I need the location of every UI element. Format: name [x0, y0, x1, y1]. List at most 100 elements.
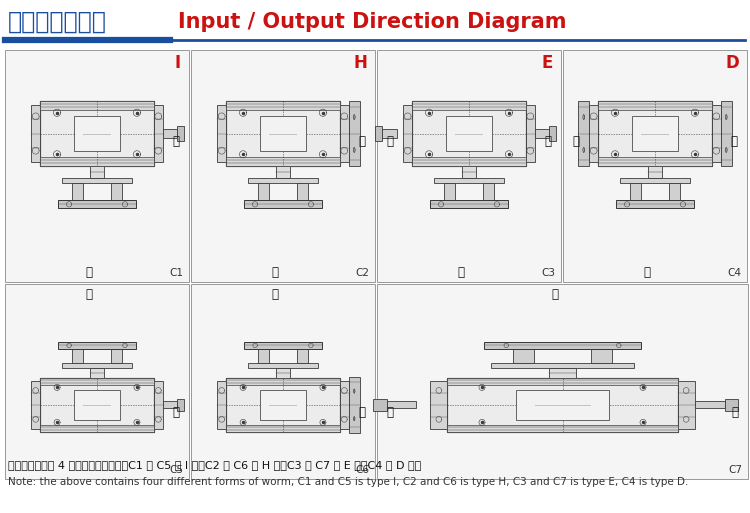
Bar: [40, 425, 154, 432]
Bar: [632, 115, 678, 151]
Bar: [563, 50, 747, 282]
Bar: [590, 105, 598, 162]
Bar: [40, 378, 154, 432]
Bar: [178, 126, 184, 141]
Bar: [377, 284, 748, 479]
Bar: [191, 50, 375, 282]
Text: C4: C4: [727, 268, 741, 278]
Bar: [217, 105, 226, 162]
Text: 入: 入: [172, 135, 179, 148]
Bar: [616, 201, 694, 208]
Bar: [535, 129, 550, 138]
Bar: [90, 368, 104, 378]
Bar: [448, 378, 677, 385]
Bar: [297, 349, 307, 363]
Bar: [40, 378, 154, 385]
Bar: [549, 368, 576, 378]
Bar: [72, 349, 83, 363]
Bar: [111, 349, 122, 363]
Text: 出: 出: [86, 266, 92, 279]
Bar: [58, 201, 136, 208]
Bar: [154, 381, 163, 429]
Text: C3: C3: [541, 268, 555, 278]
Text: 出: 出: [86, 287, 92, 301]
Bar: [62, 177, 132, 183]
Bar: [248, 363, 318, 368]
Bar: [412, 157, 526, 166]
Bar: [404, 105, 412, 162]
Bar: [226, 157, 340, 166]
Bar: [72, 183, 83, 201]
Bar: [40, 157, 154, 166]
Bar: [226, 378, 340, 385]
Bar: [5, 50, 189, 282]
Bar: [630, 183, 641, 201]
Bar: [244, 342, 322, 349]
Text: C1: C1: [169, 268, 183, 278]
Bar: [386, 401, 416, 408]
Text: C2: C2: [355, 268, 369, 278]
Bar: [462, 166, 476, 177]
Bar: [349, 101, 360, 166]
Text: 入: 入: [358, 406, 365, 420]
Bar: [433, 177, 504, 183]
Text: C6: C6: [355, 465, 369, 475]
Text: C7: C7: [728, 465, 742, 475]
Bar: [340, 105, 349, 162]
Text: 入: 入: [572, 135, 580, 148]
Text: 出: 出: [272, 266, 278, 279]
Bar: [677, 381, 694, 429]
Bar: [598, 157, 712, 166]
Bar: [178, 399, 184, 411]
Bar: [446, 115, 492, 151]
Text: 输入输出指向图: 输入输出指向图: [8, 10, 106, 34]
Bar: [694, 401, 724, 408]
Bar: [191, 284, 375, 479]
Text: 入: 入: [386, 406, 394, 420]
Text: 注：上图包含了 4 种不同的蜗杆形式，C1 与 C5 为 I 型，C2 与 C6 为 H 型，C3 与 C7 为 E 型，C4 为 D 型。: 注：上图包含了 4 种不同的蜗杆形式，C1 与 C5 为 I 型，C2 与 C6…: [8, 460, 422, 470]
Bar: [598, 101, 712, 166]
Bar: [620, 177, 690, 183]
Bar: [430, 381, 448, 429]
Bar: [297, 183, 307, 201]
Bar: [491, 363, 634, 368]
Bar: [483, 183, 494, 201]
Bar: [340, 381, 349, 429]
Bar: [412, 101, 526, 166]
Bar: [448, 425, 677, 432]
Bar: [226, 101, 340, 166]
Bar: [217, 381, 226, 429]
Bar: [484, 342, 640, 349]
Text: 出: 出: [272, 287, 278, 301]
Bar: [712, 105, 721, 162]
Bar: [382, 129, 397, 138]
Bar: [163, 401, 178, 408]
Bar: [74, 390, 120, 420]
Text: E: E: [542, 54, 553, 72]
Text: Input / Output Direction Diagram: Input / Output Direction Diagram: [178, 12, 566, 32]
Bar: [32, 105, 40, 162]
Bar: [258, 349, 269, 363]
Text: 入: 入: [358, 135, 365, 148]
Bar: [40, 101, 154, 110]
Bar: [373, 399, 386, 411]
Bar: [62, 363, 132, 368]
Text: Note: the above contains four different forms of worm, C1 and C5 is type I, C2 a: Note: the above contains four different …: [8, 477, 688, 487]
Bar: [517, 390, 608, 420]
Text: 入: 入: [731, 406, 739, 420]
Bar: [669, 183, 680, 201]
Bar: [248, 177, 318, 183]
Bar: [163, 129, 178, 138]
Text: H: H: [353, 54, 367, 72]
Bar: [154, 105, 163, 162]
Bar: [226, 425, 340, 432]
Bar: [721, 101, 732, 166]
Bar: [448, 378, 677, 432]
Text: I: I: [175, 54, 181, 72]
Bar: [349, 377, 360, 432]
Bar: [32, 381, 40, 429]
Bar: [276, 166, 290, 177]
Text: 入: 入: [730, 135, 737, 148]
Bar: [111, 183, 122, 201]
Bar: [74, 115, 120, 151]
